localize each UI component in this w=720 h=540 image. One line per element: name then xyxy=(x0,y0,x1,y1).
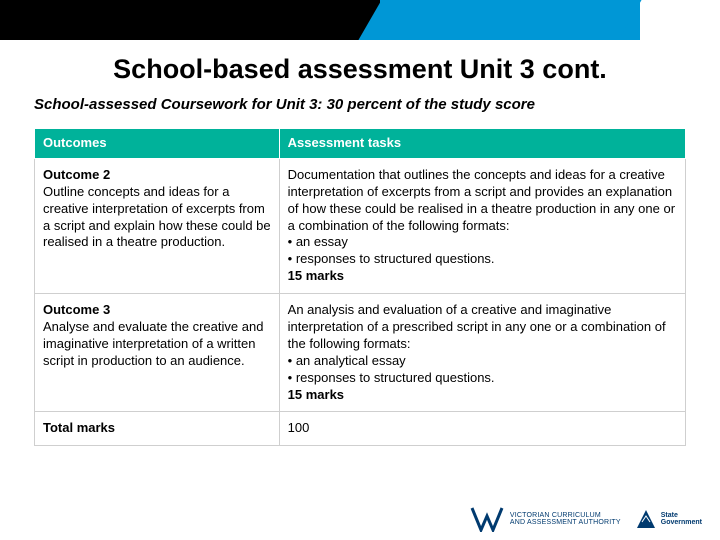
assessment-cell: Documentation that outlines the concepts… xyxy=(279,158,685,293)
page-subtitle: School-assessed Coursework for Unit 3: 3… xyxy=(34,96,686,113)
vic-line1: State xyxy=(661,512,702,519)
vcaa-line1: VICTORIAN CURRICULUM xyxy=(510,512,621,519)
vcaa-text: VICTORIAN CURRICULUM AND ASSESSMENT AUTH… xyxy=(510,512,621,527)
col-header-outcomes: Outcomes xyxy=(35,129,280,159)
vic-text: State Government xyxy=(661,512,702,527)
vic-line2: Government xyxy=(661,519,702,526)
table-body: Outcome 2 Outline concepts and ideas for… xyxy=(35,158,686,445)
vcaa-line2: AND ASSESSMENT AUTHORITY xyxy=(510,519,621,526)
assessment-bullets: an essay responses to structured questio… xyxy=(288,234,677,268)
bullet-item: an analytical essay xyxy=(288,353,677,370)
footer-logos: VICTORIAN CURRICULUM AND ASSESSMENT AUTH… xyxy=(470,506,702,532)
assessment-intro: An analysis and evaluation of a creative… xyxy=(288,302,666,351)
table-row: Outcome 3 Analyse and evaluate the creat… xyxy=(35,294,686,412)
outcome-cell: Outcome 3 Analyse and evaluate the creat… xyxy=(35,294,280,412)
band-black xyxy=(0,0,390,40)
header-band xyxy=(0,0,720,40)
outcome-title: Outcome 3 xyxy=(43,302,110,317)
assessment-bullets: an analytical essay responses to structu… xyxy=(288,353,677,387)
assessment-cell: An analysis and evaluation of a creative… xyxy=(279,294,685,412)
vic-triangle-icon xyxy=(635,508,657,530)
vcaa-logo: VICTORIAN CURRICULUM AND ASSESSMENT AUTH… xyxy=(470,506,621,532)
vcaa-mark-icon xyxy=(470,506,504,532)
col-header-assessment: Assessment tasks xyxy=(279,129,685,159)
bullet-item: responses to structured questions. xyxy=(288,251,677,268)
assessment-marks: 15 marks xyxy=(288,268,344,283)
bullet-item: responses to structured questions. xyxy=(288,370,677,387)
outcome-cell: Outcome 2 Outline concepts and ideas for… xyxy=(35,158,280,293)
vic-gov-logo: State Government xyxy=(635,508,702,530)
outcome-title: Outcome 2 xyxy=(43,167,110,182)
table-row-total: Total marks 100 xyxy=(35,412,686,446)
outcome-desc: Analyse and evaluate the creative and im… xyxy=(43,319,263,368)
total-value: 100 xyxy=(279,412,685,446)
table-row: Outcome 2 Outline concepts and ideas for… xyxy=(35,158,686,293)
outcome-desc: Outline concepts and ideas for a creativ… xyxy=(43,184,271,250)
assessment-table: Outcomes Assessment tasks Outcome 2 Outl… xyxy=(34,128,686,446)
page-title: School-based assessment Unit 3 cont. xyxy=(0,54,720,85)
assessment-intro: Documentation that outlines the concepts… xyxy=(288,167,675,233)
bullet-item: an essay xyxy=(288,234,677,251)
total-label: Total marks xyxy=(35,412,280,446)
assessment-marks: 15 marks xyxy=(288,387,344,402)
band-blue xyxy=(358,0,641,40)
